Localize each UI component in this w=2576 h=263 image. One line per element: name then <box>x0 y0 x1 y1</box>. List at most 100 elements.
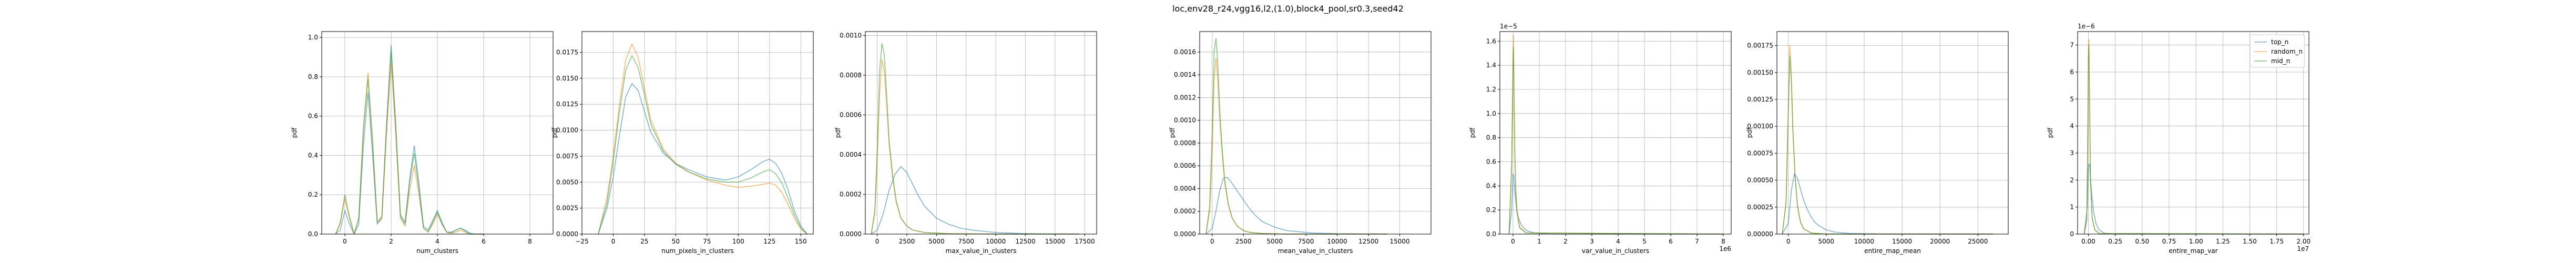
series-line-mid_n <box>871 43 1079 235</box>
y-tick-label: 0.0010 <box>840 32 862 39</box>
y-tick-label: 0.2 <box>1486 206 1496 214</box>
x-tick-label: 25000 <box>1968 238 1988 245</box>
y-tick-label: 0.0002 <box>1174 208 1196 215</box>
y-tick-label: 0.00050 <box>1747 177 1773 184</box>
y-tick-label: 0.0000 <box>840 230 862 238</box>
y-tick-label: 0.00175 <box>1747 42 1773 49</box>
y-tick-label: 0.0016 <box>1174 48 1196 56</box>
y-tick-label: 5 <box>2070 95 2074 103</box>
subplot-1: 0 2 4 6 8 0.0 0.2 0.4 0.6 0.8 1.0 num_clusters pdf <box>291 31 554 255</box>
y-tick-label: 2 <box>2070 176 2074 184</box>
series-line-top_n <box>1508 173 1723 235</box>
x-tick-label: 20000 <box>1930 238 1950 245</box>
y-tick-label: 0.4 <box>1486 182 1496 189</box>
y-tick-label: 0.0010 <box>1174 117 1196 124</box>
y-tick-label: 0.0150 <box>556 75 578 82</box>
x-axis-label: var_value_in_clusters <box>1582 247 1649 255</box>
y-tick-label: 0.0014 <box>1174 71 1196 78</box>
y-axis-offset: 1e−6 <box>2078 23 2095 30</box>
series-line-top_n <box>871 166 1079 235</box>
x-axis-label: mean_value_in_clusters <box>1278 247 1353 255</box>
x-tick-label: 8 <box>1721 238 1725 245</box>
y-tick-label: 0.4 <box>308 151 318 159</box>
y-tick-label: 0.8 <box>308 73 318 80</box>
y-axis-label: pdf <box>1169 127 1176 138</box>
x-axis-offset: 1e6 <box>1719 245 1731 252</box>
x-tick-label: 150 <box>795 238 807 245</box>
y-tick-label: 0.0012 <box>1174 94 1196 101</box>
y-tick-label: 4 <box>2070 123 2074 130</box>
y-tick-label: 0.6 <box>308 113 318 120</box>
x-tick-label: 2 <box>1563 238 1568 245</box>
subplot-2: −25 0 25 50 75 100 125 150 0.0000 0.0025 0.0050 0.0… <box>551 31 814 255</box>
y-tick-label: 1.0 <box>1486 110 1496 117</box>
x-tick-label: 10000 <box>986 238 1006 245</box>
series-line-random_n <box>598 43 807 235</box>
y-tick-label: 0.00125 <box>1747 96 1773 103</box>
x-tick-label: 1.00 <box>2189 238 2203 245</box>
x-tick-label: 5 <box>1642 238 1647 245</box>
x-tick-label: 7 <box>1695 238 1699 245</box>
x-tick-label: 0.00 <box>2081 238 2095 245</box>
y-tick-label: 1.2 <box>1486 86 1496 93</box>
x-tick-label: 17500 <box>1075 238 1095 245</box>
y-tick-label: 0.8 <box>1486 134 1496 141</box>
x-tick-label: 0 <box>1786 238 1791 245</box>
series-line-mid_n <box>598 55 807 235</box>
x-tick-label: 0.50 <box>2135 238 2149 245</box>
y-tick-label: 7 <box>2070 42 2074 49</box>
y-tick-label: 6 <box>2070 68 2074 76</box>
series-line-top_n <box>1782 173 1994 235</box>
series-line-top_n <box>598 83 807 235</box>
series-line-random_n <box>871 59 1079 235</box>
axes-frame <box>1499 31 1732 235</box>
y-tick-label: 0.6 <box>1486 158 1496 166</box>
series-line-random_n <box>1205 57 1387 235</box>
series-line-mid_n <box>335 50 484 235</box>
x-tick-label: 1.75 <box>2270 238 2284 245</box>
x-axis-label: entire_map_mean <box>1864 247 1921 255</box>
y-tick-label: 0.0008 <box>840 72 862 79</box>
series-line-top_n <box>2083 163 2304 235</box>
series-line-random_n <box>2083 39 2304 235</box>
y-tick-label: 0.0008 <box>1174 139 1196 147</box>
x-axis-label: num_pixels_in_clusters <box>661 247 734 255</box>
x-tick-label: 0 <box>1511 238 1515 245</box>
subplot-3: 0 2500 5000 7500 10000 12500 15000 17500 0.0000 0… <box>834 31 1097 255</box>
y-axis-label: pdf <box>551 127 558 138</box>
legend-label-top_n: top_n <box>2271 38 2288 46</box>
y-tick-label: 0.00075 <box>1747 149 1773 157</box>
y-axis-label: pdf <box>834 127 842 138</box>
x-tick-label: 25 <box>640 238 648 245</box>
x-tick-label: 1.50 <box>2243 238 2257 245</box>
axes-frame <box>1776 31 2009 235</box>
y-tick-label: 0.0175 <box>556 48 578 56</box>
y-tick-label: 0.0075 <box>556 153 578 160</box>
y-tick-label: 0.0125 <box>556 100 578 108</box>
series-line-mid_n <box>2083 44 2304 235</box>
series-line-top_n <box>335 45 484 235</box>
x-tick-label: 5000 <box>928 238 945 245</box>
x-axis-label: max_value_in_clusters <box>946 247 1017 255</box>
y-tick-label: 0.0025 <box>556 205 578 212</box>
x-tick-label: 0 <box>875 238 880 245</box>
subplot-5: 0 1 2 3 4 5 6 7 8 0.0 0.2 0.4 0.6 0.8 1.0 1.2 1.4 1.6 var_… <box>1469 23 1732 255</box>
y-tick-label: 1.4 <box>1486 62 1496 69</box>
x-tick-label: 0 <box>611 238 616 245</box>
x-tick-label: 1 <box>1537 238 1541 245</box>
legend: top_n random_n mid_n <box>2250 34 2305 68</box>
x-tick-label: 2500 <box>1235 238 1252 245</box>
x-tick-label: 0 <box>343 238 347 245</box>
x-tick-label: 2 <box>389 238 393 245</box>
x-tick-label: −25 <box>575 238 588 245</box>
y-axis-label: pdf <box>1469 127 1476 138</box>
y-tick-label: 0.0 <box>1486 230 1496 238</box>
x-tick-label: 2.00 <box>2296 238 2311 245</box>
x-tick-label: 1.25 <box>2216 238 2230 245</box>
series-line-top_n <box>1205 177 1387 235</box>
y-tick-label: 0.0050 <box>556 178 578 186</box>
x-tick-label: 3 <box>1590 238 1594 245</box>
x-tick-label: 0.75 <box>2162 238 2176 245</box>
y-tick-label: 1 <box>2070 204 2074 211</box>
